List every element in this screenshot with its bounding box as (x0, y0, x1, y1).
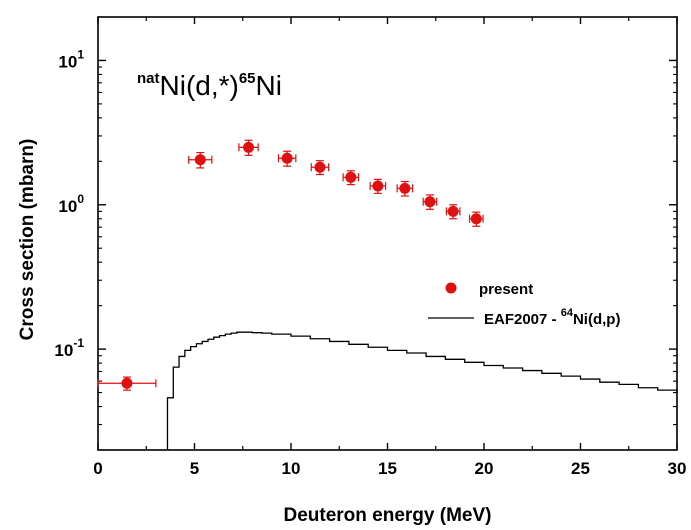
y-tick-label: 10-1 (54, 336, 84, 360)
annotation-sup-2: 65 (239, 70, 256, 87)
data-point-group (238, 139, 259, 156)
axis-ticks (97, 16, 678, 451)
legend: present EAF2007 - 64Ni(d,p) (428, 281, 620, 328)
data-point-group (369, 178, 387, 194)
reaction-annotation: natNi(d,*)65Ni (137, 70, 282, 101)
y-tick-label: 101 (58, 47, 84, 71)
data-point (372, 180, 384, 192)
x-tick-label: 5 (190, 459, 199, 478)
data-point (399, 182, 411, 194)
data-point (121, 377, 133, 389)
annotation-main-2: Ni (256, 70, 282, 101)
data-point (424, 196, 436, 208)
x-axis-label: Deuteron energy (MeV) (284, 505, 492, 526)
data-point-group (422, 194, 438, 210)
legend-marker-present (445, 282, 457, 294)
data-point (281, 152, 293, 164)
x-tick-label: 15 (378, 459, 397, 478)
data-point (194, 154, 206, 166)
data-point (345, 171, 357, 183)
x-tick-label: 20 (475, 459, 494, 478)
data-point (447, 205, 459, 217)
y-tick-label: 100 (58, 192, 84, 216)
y-axis-label: Cross section (mbarn) (17, 139, 38, 341)
theory-step-line (166, 331, 678, 450)
annotation-main-1: Ni(d,*) (160, 70, 239, 101)
data-point-group (97, 376, 157, 391)
data-point (314, 161, 326, 173)
x-tick-label: 30 (668, 459, 687, 478)
annotation-prefix-sup: nat (137, 70, 160, 87)
data-point-group (468, 211, 484, 227)
data-point-group (310, 160, 330, 176)
x-tick-label: 10 (282, 459, 301, 478)
data-point-group (342, 170, 360, 186)
data-point-group (396, 180, 414, 197)
data-point-group (188, 151, 213, 169)
tick-labels: 0 5 10 15 20 25 30 10-1 100 101 (54, 47, 686, 478)
data-point-group (445, 204, 461, 220)
x-tick-label: 0 (93, 459, 102, 478)
data-point (470, 213, 482, 225)
legend-label-present: present (479, 281, 533, 298)
data-marks (97, 139, 678, 450)
legend-label-eaf: EAF2007 - 64Ni(d,p) (484, 307, 620, 328)
data-point-group (277, 150, 297, 167)
x-tick-label: 25 (571, 459, 590, 478)
data-point (243, 141, 255, 153)
